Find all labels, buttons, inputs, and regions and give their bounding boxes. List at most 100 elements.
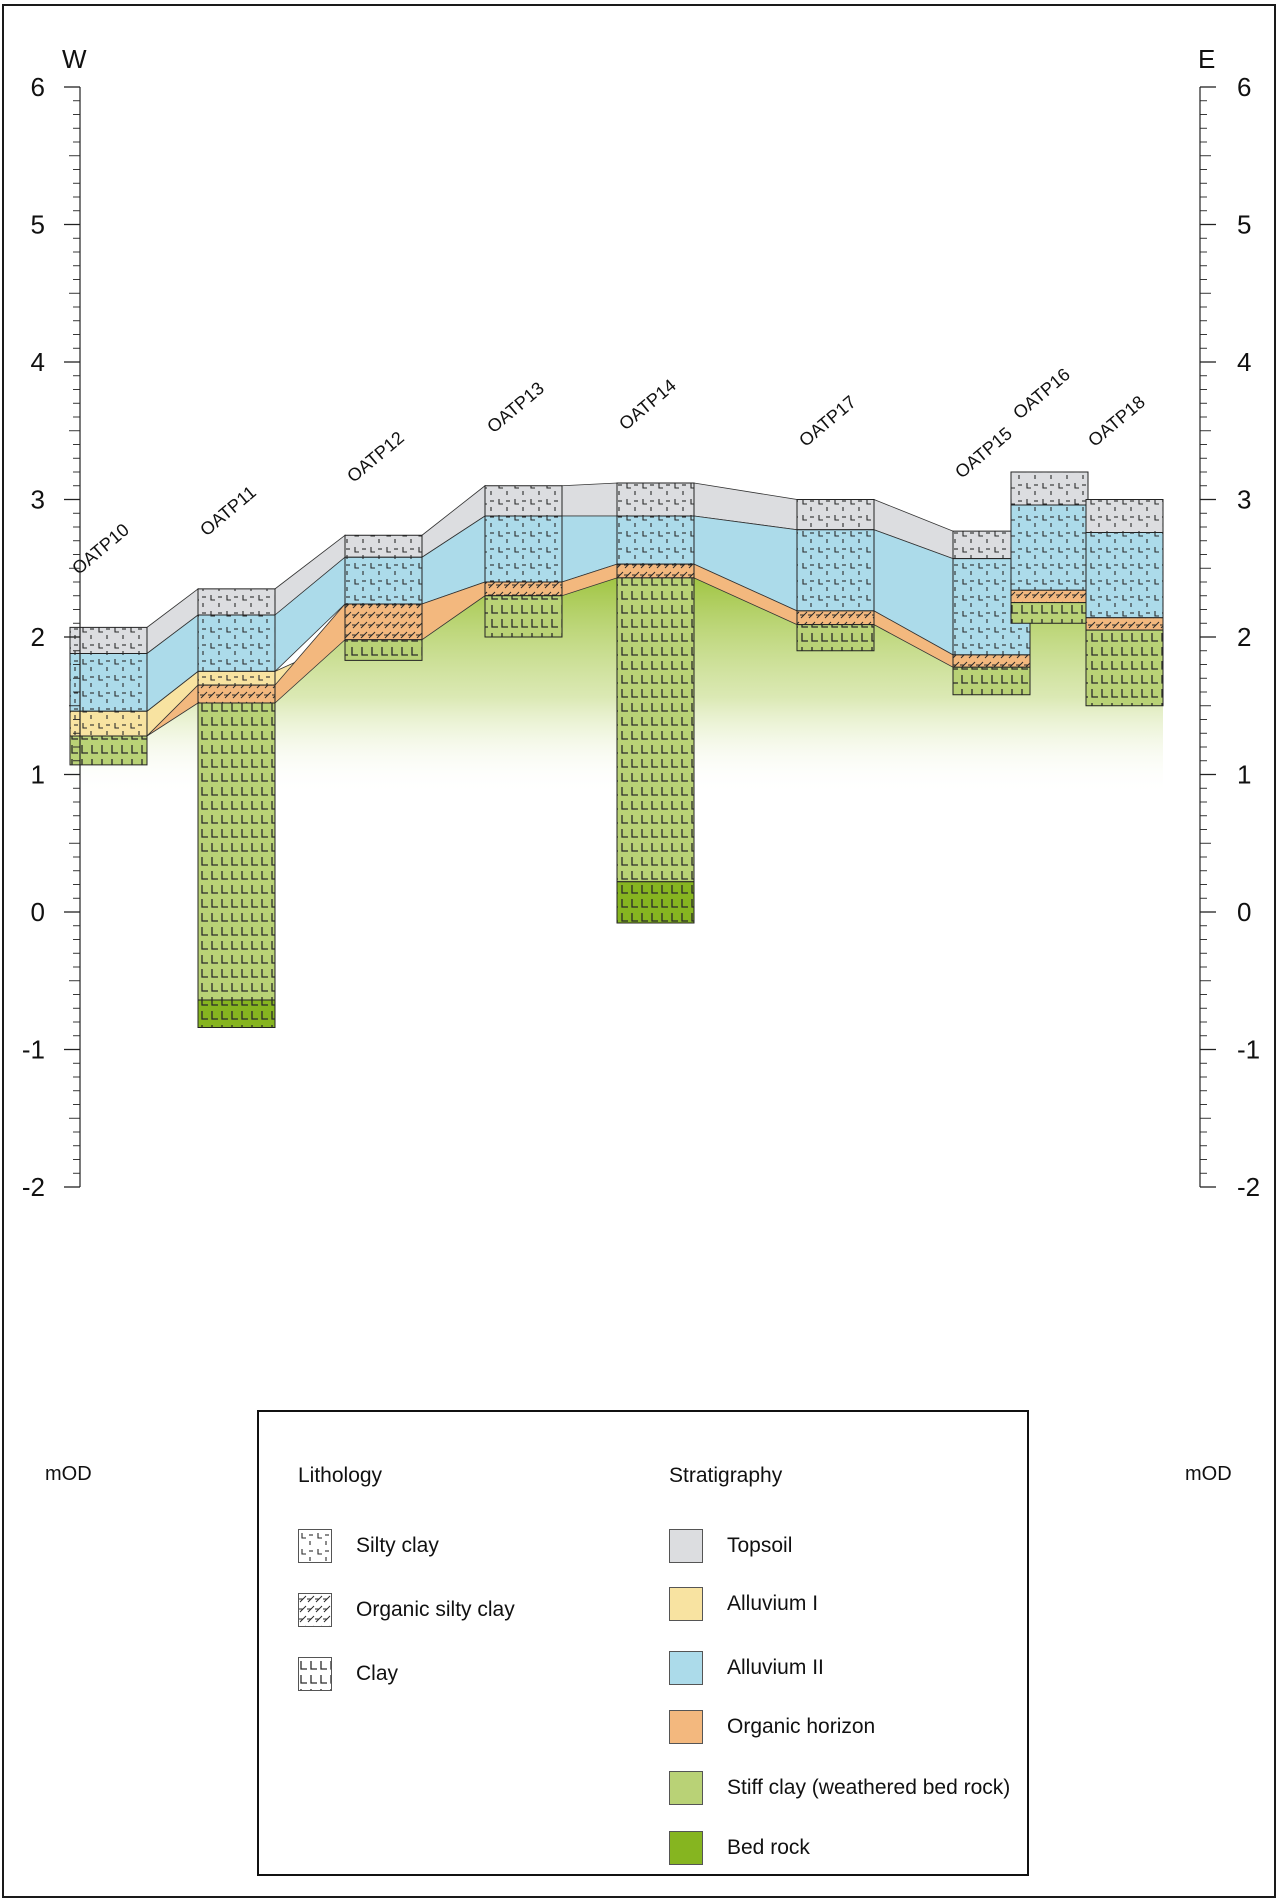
- axis-tick-label: 2: [1237, 622, 1251, 652]
- legend-label: Bed rock: [727, 1836, 810, 1859]
- bed-rock-swatch: [669, 1831, 703, 1865]
- borehole-oatp16: [1010, 471, 1089, 624]
- axis-tick-label: 5: [1237, 210, 1251, 240]
- layer-hatch: [198, 685, 275, 703]
- organic-silty-clay-swatch: [298, 1593, 332, 1627]
- lithology-heading: Lithology: [298, 1464, 383, 1487]
- borehole-oatp18: [1085, 499, 1164, 707]
- borehole-columns: [69, 471, 1164, 1028]
- legend-item-alluvium-ii: Alluvium II: [669, 1650, 824, 1686]
- legend-label: Organic silty clay: [356, 1598, 515, 1621]
- layer-hatch: [1086, 532, 1163, 618]
- axis-tick-label: 6: [31, 72, 45, 102]
- layer-hatch: [198, 1000, 275, 1028]
- legend-item-alluvium-i: Alluvium I: [669, 1586, 818, 1622]
- layer-hatch: [797, 499, 874, 530]
- topsoil-swatch: [669, 1529, 703, 1563]
- alluvium-i-swatch: [669, 1587, 703, 1621]
- legend-panel: Lithology Stratigraphy Silty clay Organi…: [257, 1410, 1029, 1876]
- borehole-label: OATP15: [951, 423, 1016, 482]
- layer-hatch: [1086, 499, 1163, 533]
- layer-hatch: [345, 639, 422, 661]
- silty-clay-swatch: [298, 1529, 332, 1563]
- layer-hatch: [617, 483, 694, 516]
- layer-hatch: [198, 615, 275, 672]
- borehole-label: OATP14: [615, 375, 680, 434]
- layer-hatch: [198, 588, 275, 615]
- axis-tick-label: -1: [22, 1035, 45, 1065]
- axis-tick-label: -2: [1237, 1172, 1260, 1202]
- legend-label: Stiff clay (weathered bed rock): [727, 1776, 1011, 1799]
- legend-label: Clay: [356, 1662, 399, 1685]
- layer-hatch: [485, 595, 562, 637]
- layer-hatch: [953, 667, 1030, 695]
- stiff-clay-swatch: [669, 1771, 703, 1805]
- band-topsoil: [561, 482, 618, 517]
- layer-hatch: [617, 577, 694, 882]
- axis-tick-label: 2: [31, 622, 45, 652]
- legend-item-silty-clay: Silty clay: [298, 1528, 439, 1564]
- layer-hatch: [797, 610, 874, 625]
- legend-item-organic-horizon: Organic horizon: [669, 1709, 875, 1745]
- layer-hatch: [198, 703, 275, 1000]
- borehole-oatp14: [616, 482, 695, 924]
- layer-hatch: [345, 535, 422, 558]
- figure-frame: [2, 4, 1276, 1898]
- axis-tick-label: -1: [1237, 1035, 1260, 1065]
- borehole-label: OATP12: [343, 427, 408, 486]
- axis-tick-label: 6: [1237, 72, 1251, 102]
- layer-hatch: [198, 671, 275, 686]
- layer-hatch: [485, 485, 562, 516]
- left-height-axis: 6 5 4 3 2 1 0 -1 -2: [22, 72, 81, 1202]
- layer-hatch: [1011, 602, 1088, 624]
- borehole-oatp10: [69, 626, 148, 766]
- layer-hatch: [1011, 505, 1088, 591]
- borehole-oatp13: [484, 485, 563, 638]
- borehole-label: OATP17: [795, 392, 860, 451]
- legend-item-bed-rock: Bed rock: [669, 1830, 810, 1866]
- layer-hatch: [345, 557, 422, 604]
- axis-tick-label: -2: [22, 1172, 45, 1202]
- alluvium-ii-swatch: [669, 1651, 703, 1685]
- layer-hatch: [70, 653, 147, 712]
- legend-label: Alluvium II: [727, 1656, 824, 1679]
- layer-hatch: [70, 736, 147, 765]
- west-label: W: [62, 44, 87, 74]
- legend-item-clay: Clay: [298, 1656, 398, 1692]
- borehole-label: OATP18: [1084, 392, 1149, 451]
- layer-hatch: [485, 516, 562, 582]
- legend-label: Organic horizon: [727, 1715, 876, 1738]
- layer-hatch: [1011, 590, 1088, 603]
- legend-label: Topsoil: [727, 1534, 793, 1557]
- right-height-axis: 6 5 4 3 2 1 0 -1 -2: [1199, 72, 1260, 1202]
- borehole-oatp11: [197, 588, 276, 1028]
- layer-hatch: [617, 516, 694, 565]
- layer-hatch: [617, 564, 694, 578]
- layer-hatch: [345, 604, 422, 640]
- borehole-oatp17: [796, 499, 875, 652]
- clay-pattern-icon: [299, 1658, 331, 1690]
- layer-hatch: [1086, 617, 1163, 631]
- right-axis-unit: mOD: [1185, 1463, 1232, 1485]
- borehole-label: OATP10: [68, 520, 133, 579]
- legend-item-stiff-clay: Stiff clay (weathered bed rock): [669, 1770, 1010, 1806]
- stratigraphy-bands: [146, 471, 1089, 737]
- layer-hatch: [70, 627, 147, 654]
- borehole-oatp12: [344, 534, 423, 661]
- left-axis-unit: mOD: [45, 1463, 92, 1485]
- axis-tick-label: 5: [31, 210, 45, 240]
- layer-hatch: [953, 654, 1030, 668]
- axis-tick-label: 4: [1237, 347, 1251, 377]
- layer-hatch: [617, 881, 694, 923]
- clay-swatch: [298, 1657, 332, 1691]
- layer-hatch: [1011, 472, 1088, 505]
- east-label: E: [1198, 44, 1215, 74]
- layer-hatch: [485, 582, 562, 596]
- silty-clay-pattern-icon: [299, 1530, 331, 1562]
- axis-tick-label: 3: [31, 485, 45, 515]
- axis-tick-label: 4: [31, 347, 45, 377]
- layer-hatch: [70, 711, 147, 736]
- axis-tick-label: 1: [1237, 760, 1251, 790]
